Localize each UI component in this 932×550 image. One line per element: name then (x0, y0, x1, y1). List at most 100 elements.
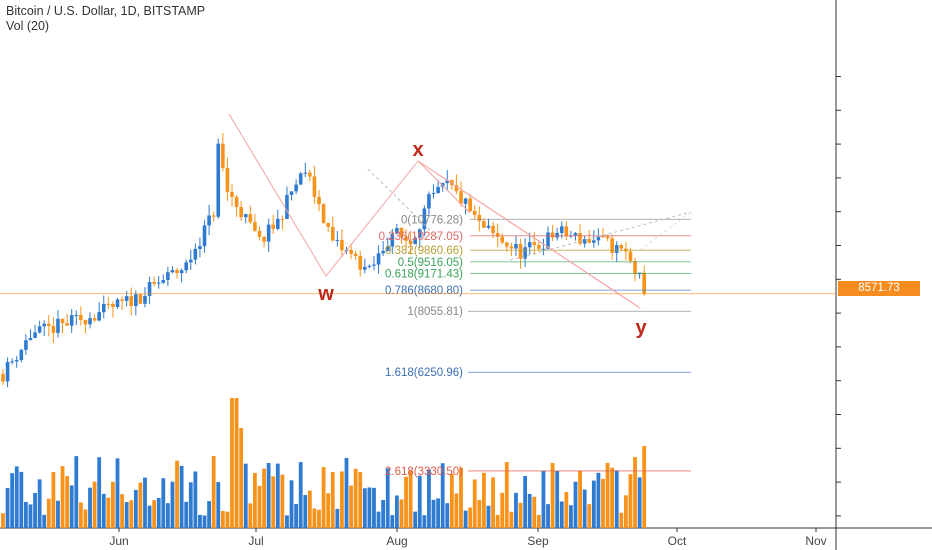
volume-bar (97, 457, 102, 528)
candle-body (582, 239, 587, 244)
volume-bar (28, 504, 33, 528)
volume-bar (120, 494, 124, 528)
volume-bar (88, 487, 92, 528)
candle-body (111, 304, 115, 308)
candle-body (404, 236, 408, 241)
candle-body (482, 221, 486, 228)
candle-body (211, 215, 216, 217)
fib-level-label: 0.5(9516.05) (398, 257, 463, 269)
candle-body (138, 294, 143, 304)
volume-bar (161, 478, 166, 528)
candle-body (65, 323, 69, 326)
candle-body (179, 270, 184, 274)
candle-body (147, 281, 152, 296)
volume-bar (596, 472, 601, 528)
candle-body (221, 143, 225, 168)
volume-bar (230, 398, 234, 528)
candle-body (10, 361, 14, 363)
candle-body (198, 246, 202, 249)
volume-bar (546, 504, 550, 528)
volume-bar (614, 470, 619, 528)
volume-bar (321, 467, 326, 528)
x-tick-label: Oct (668, 534, 687, 548)
volume-bar (495, 514, 500, 528)
candle-body (436, 186, 440, 193)
candle-body (60, 318, 65, 324)
candle-body (330, 226, 335, 241)
candle-body (317, 196, 321, 205)
fib-level-label: 0.382(9860.66) (385, 245, 463, 257)
candle-body (298, 173, 303, 185)
volume-bar (56, 500, 60, 528)
volume-bar (10, 473, 15, 528)
candle-body (1, 373, 5, 382)
candle-body (156, 282, 161, 284)
candle-body (573, 233, 578, 236)
fib-level-label: 0.618(9171.43) (385, 269, 463, 281)
volume-bar (385, 468, 390, 528)
volume-bar (239, 428, 244, 528)
candle-body (124, 296, 129, 301)
volume-bar (147, 505, 152, 528)
volume-bar (619, 512, 624, 528)
candle-body (385, 246, 390, 251)
candle-body (472, 210, 477, 215)
volume-bar (541, 470, 546, 528)
volume-bar (449, 473, 454, 528)
volume-bar (211, 456, 216, 528)
candle-body (88, 318, 92, 325)
volume-bar (591, 480, 596, 528)
trend-dashed-line (639, 211, 692, 251)
volume-bar (312, 508, 317, 528)
volume-bar (138, 482, 143, 528)
volume-bar (413, 511, 418, 528)
candle-body (376, 253, 381, 265)
volume-bar (5, 487, 10, 528)
last-price-tag: 8571.73 (838, 281, 920, 296)
fib-level-label: 1.618(6250.96) (385, 367, 463, 379)
volume-bar (78, 502, 83, 528)
fib-level-label: 1(8055.81) (407, 306, 463, 318)
volume-bar (266, 463, 271, 528)
candle-body (610, 238, 614, 253)
volume-bar (637, 477, 642, 528)
candle-body (19, 349, 24, 360)
candle-body (358, 256, 363, 270)
wave-label: x (412, 139, 423, 161)
candle-body (537, 245, 541, 249)
volume-bar (605, 462, 610, 528)
volume-bar (578, 470, 582, 528)
candle-body (216, 143, 221, 217)
volume-bar (349, 485, 353, 528)
x-tick-label: Jul (248, 534, 263, 548)
volume-bar (362, 488, 367, 528)
volume-bar (550, 462, 555, 528)
volume-bar (193, 471, 198, 528)
candle-body (33, 332, 37, 338)
candle-body (413, 237, 417, 245)
volume-bar (399, 499, 404, 528)
volume-bar (390, 515, 395, 528)
volume-bar (51, 472, 56, 528)
volume-bar (248, 503, 253, 528)
fib-level-label: 0.786(8680.80) (385, 285, 463, 297)
volume-bar (482, 472, 486, 528)
volume-bar (202, 515, 207, 528)
candle-body (188, 259, 193, 263)
candle-body (509, 246, 514, 249)
candle-body (321, 204, 326, 223)
volume-bar (33, 492, 37, 528)
volume-bar (564, 491, 569, 528)
candle-body (564, 226, 569, 237)
volume-label: Vol (20) (6, 19, 50, 33)
volume-bar (518, 502, 523, 528)
volume-bar (285, 515, 289, 528)
candle-body (468, 198, 472, 211)
candle-body (408, 240, 413, 245)
x-tick-label: Jun (109, 534, 128, 548)
volume-bar (170, 481, 175, 528)
volume-bar (417, 475, 422, 528)
volume-bar (633, 457, 637, 528)
candle-body (477, 214, 482, 222)
